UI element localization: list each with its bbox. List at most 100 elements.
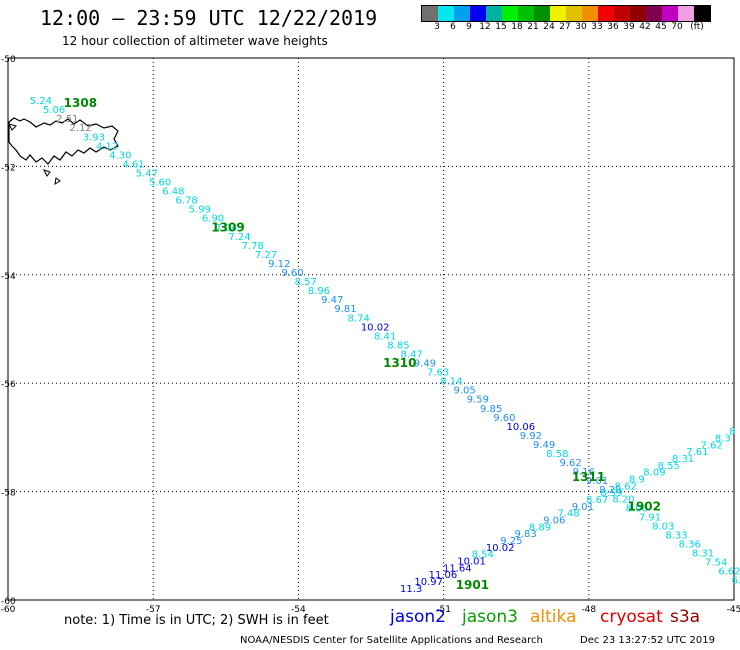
colorbar-swatch	[422, 6, 438, 21]
swh-label-ascending: 11.06	[429, 570, 458, 581]
x-tick-label: -48	[581, 605, 596, 615]
colorbar-label: 33	[591, 22, 603, 32]
swh-label-ascending: 7.62	[701, 440, 723, 451]
swh-label-ascending: 8.54	[472, 550, 494, 561]
colorbar-label: 39	[623, 22, 635, 32]
swh-label-descending: 6.40	[732, 576, 740, 587]
pass-time-label: 1311	[572, 470, 605, 484]
chart-subtitle: 12 hour collection of altimeter wave hei…	[62, 34, 328, 48]
pass-time-label: 1309	[211, 220, 244, 234]
swh-label-descending: 8.33	[665, 530, 687, 541]
swh-label-descending: 9.81	[334, 304, 356, 315]
coastline-islet	[8, 123, 17, 131]
colorbar-label: 21	[527, 22, 539, 32]
colorbar-swatch	[518, 6, 534, 21]
swh-label-descending: 6.90	[202, 214, 224, 225]
swh-label-descending: 9.12	[268, 259, 290, 270]
y-tick-label: -60	[1, 597, 16, 607]
swh-label-descending: 9.05	[454, 386, 476, 397]
swh-label-descending: 8.74	[348, 313, 370, 324]
swh-label-descending: 8.06	[626, 503, 648, 514]
y-tick-label: -56	[1, 380, 16, 390]
swh-label-descending: 9.85	[480, 404, 502, 415]
colorbar-label: 9	[466, 22, 472, 32]
swh-label-descending: 7.63	[427, 368, 449, 379]
chart-title: 12:00 – 23:59 UTC 12/22/2019	[40, 6, 378, 30]
swh-label-descending: 10.02	[361, 322, 390, 333]
swh-label-descending: 8.03	[652, 521, 674, 532]
swh-label-descending: 5.06	[43, 105, 65, 116]
swh-label-ascending: 9.06	[543, 516, 565, 527]
colorbar-label: 24	[543, 22, 555, 32]
swh-label-descending: 5.60	[149, 178, 171, 189]
pass-time-label: 1310	[383, 356, 416, 370]
swh-label-ascending: 10.01	[457, 557, 486, 568]
swh-label-descending: 6.78	[175, 196, 197, 207]
swh-label-ascending: 10.97	[414, 577, 443, 588]
colorbar-swatch	[614, 6, 630, 21]
colorbar-labels: 3 6 9 12 15 18 21 24 27 30 33 36 39 42 45 70 (ft)	[421, 22, 731, 34]
swh-label-descending: 8.36	[679, 540, 701, 551]
colorbar-label: 3	[434, 22, 440, 32]
colorbar-swatch	[566, 6, 582, 21]
swh-label-descending: 9.60	[493, 413, 515, 424]
satellite-altika: altika	[530, 607, 577, 627]
swh-label-ascending: 7.61	[686, 447, 708, 458]
swh-label-descending: 9.49	[533, 440, 555, 451]
colorbar-swatch	[438, 6, 454, 21]
swh-label-ascending: 8.9	[629, 475, 645, 486]
swh-label-descending: 8.41	[374, 331, 396, 342]
colorbar-swatch	[662, 6, 678, 21]
colorbar-label: 30	[575, 22, 587, 32]
colorbar-swatch	[646, 6, 662, 21]
swh-label-ascending: 9.83	[515, 529, 537, 540]
swh-label-descending: 8.96	[308, 286, 330, 297]
swh-label-descending: 8.85	[387, 340, 409, 351]
colorbar-swatch	[694, 6, 710, 21]
swh-label-ascending: 8.59	[600, 488, 622, 499]
swh-label-descending: 2.12	[70, 123, 92, 134]
swh-label-descending: 9.47	[321, 295, 343, 306]
swh-label-ascending: 8.67	[586, 495, 608, 506]
swh-label-descending: 7.54	[705, 558, 727, 569]
x-tick-label: -54	[291, 605, 306, 615]
swh-label-descending: 9.59	[467, 395, 489, 406]
footer-credit: NOAA/NESDIS Center for Satellite Applica…	[240, 635, 543, 646]
colorbar-swatch	[486, 6, 502, 21]
colorbar-label: 18	[511, 22, 523, 32]
colorbar-label: 45	[655, 22, 667, 32]
swh-label-descending: 9.60	[281, 268, 303, 279]
swh-label-descending: 4.61	[122, 159, 144, 170]
swh-label-descending: 9.62	[559, 458, 581, 469]
note-text: note: 1) Time is in UTC; 2) SWH is in fe…	[64, 613, 329, 628]
pass-time-label: 1902	[628, 500, 661, 514]
swh-label-ascending: 9.25	[500, 536, 522, 547]
swh-label-ascending: 11.64	[443, 563, 472, 574]
swh-label-ascending: 8.89	[529, 522, 551, 533]
colorbar-swatch	[470, 6, 486, 21]
swh-label-descending: 4.30	[109, 150, 131, 161]
x-tick-label: -51	[436, 605, 451, 615]
swh-label-descending: 9.92	[520, 431, 542, 442]
swh-label-descending: 8.47	[401, 349, 423, 360]
colorbar-swatch	[630, 6, 646, 21]
swh-label-descending: 8.31	[692, 549, 714, 560]
swh-label-ascending: 8.62	[615, 481, 637, 492]
footer-timestamp: Dec 23 13:27:52 UTC 2019	[580, 635, 715, 646]
swh-label-descending: 9.01	[586, 476, 608, 487]
swh-label-ascending: 8.3	[715, 434, 731, 445]
colorbar-swatch	[582, 6, 598, 21]
colorbar-label: 36	[607, 22, 619, 32]
swh-label-descending: 9.49	[414, 359, 436, 370]
swh-label-descending: 9.16	[573, 467, 595, 478]
swh-label-descending: 3.93	[83, 132, 105, 143]
swh-label-ascending: 8.09	[643, 468, 665, 479]
swh-label-descending: 8.20	[612, 494, 634, 505]
swh-label-descending: 5.99	[189, 205, 211, 216]
pass-time-label: 1308	[64, 96, 97, 110]
swh-label-ascending: 8.55	[658, 461, 680, 472]
coastline-falklands	[8, 117, 119, 165]
swh-label-descending: 6.62	[718, 567, 740, 578]
satellite-cryosat: cryosat	[600, 607, 663, 627]
map-frame	[7, 57, 735, 601]
